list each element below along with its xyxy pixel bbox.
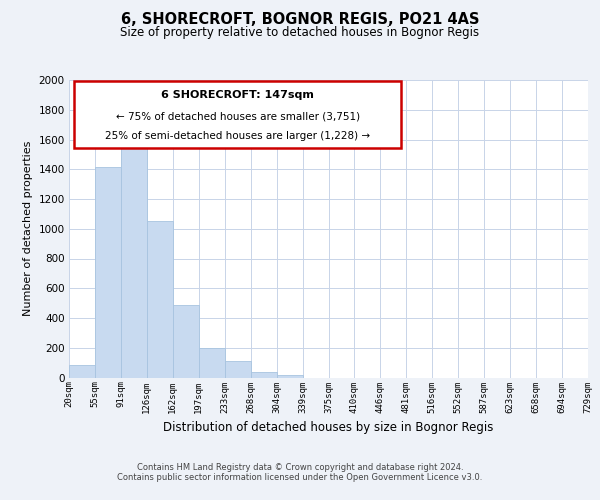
Text: 6, SHORECROFT, BOGNOR REGIS, PO21 4AS: 6, SHORECROFT, BOGNOR REGIS, PO21 4AS	[121, 12, 479, 28]
FancyBboxPatch shape	[74, 82, 401, 148]
X-axis label: Distribution of detached houses by size in Bognor Regis: Distribution of detached houses by size …	[163, 421, 494, 434]
Text: 6 SHORECROFT: 147sqm: 6 SHORECROFT: 147sqm	[161, 90, 314, 100]
Bar	[225, 361, 251, 378]
Bar	[147, 222, 173, 378]
Bar	[277, 376, 302, 378]
Bar	[95, 167, 121, 378]
Bar	[69, 365, 95, 378]
Text: Contains HM Land Registry data © Crown copyright and database right 2024.: Contains HM Land Registry data © Crown c…	[137, 462, 463, 471]
Bar	[121, 139, 147, 378]
Text: Contains public sector information licensed under the Open Government Licence v3: Contains public sector information licen…	[118, 472, 482, 482]
Y-axis label: Number of detached properties: Number of detached properties	[23, 141, 33, 316]
Text: 25% of semi-detached houses are larger (1,228) →: 25% of semi-detached houses are larger (…	[105, 132, 370, 141]
Bar	[251, 372, 277, 378]
Text: ← 75% of detached houses are smaller (3,751): ← 75% of detached houses are smaller (3,…	[116, 112, 360, 122]
Bar	[173, 304, 199, 378]
Bar	[199, 348, 224, 378]
Text: Size of property relative to detached houses in Bognor Regis: Size of property relative to detached ho…	[121, 26, 479, 39]
